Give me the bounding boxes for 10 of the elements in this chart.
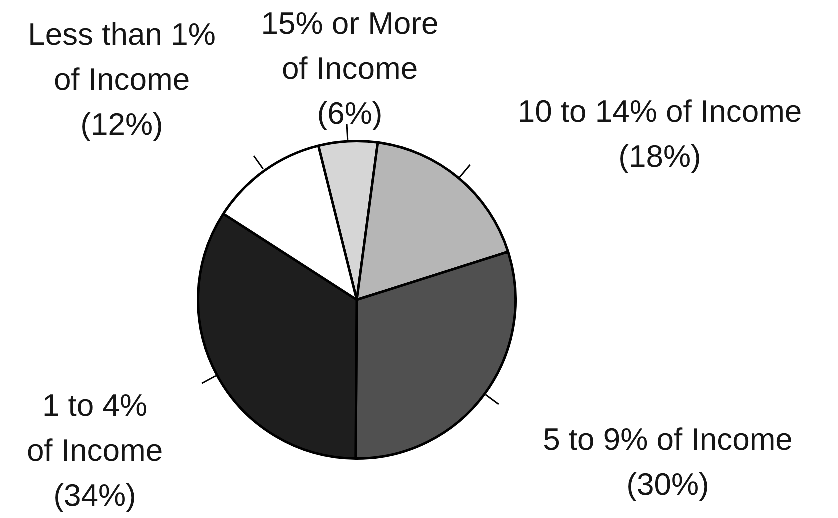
data-label: (12%) xyxy=(80,107,164,142)
data-label: (6%) xyxy=(317,96,383,131)
slice-label: Less than 1% of Income xyxy=(28,17,216,97)
data-label: (30%) xyxy=(626,467,710,502)
slice-label: 1 to 4% of Income xyxy=(26,388,164,468)
data-label: (34%) xyxy=(54,478,136,513)
slice-label: 10 to 14% of Income xyxy=(518,94,802,129)
slice-label: 15% or More of Income xyxy=(261,6,439,86)
slice-label: 5 to 9% of Income xyxy=(543,422,793,457)
data-label: (18%) xyxy=(618,139,702,174)
